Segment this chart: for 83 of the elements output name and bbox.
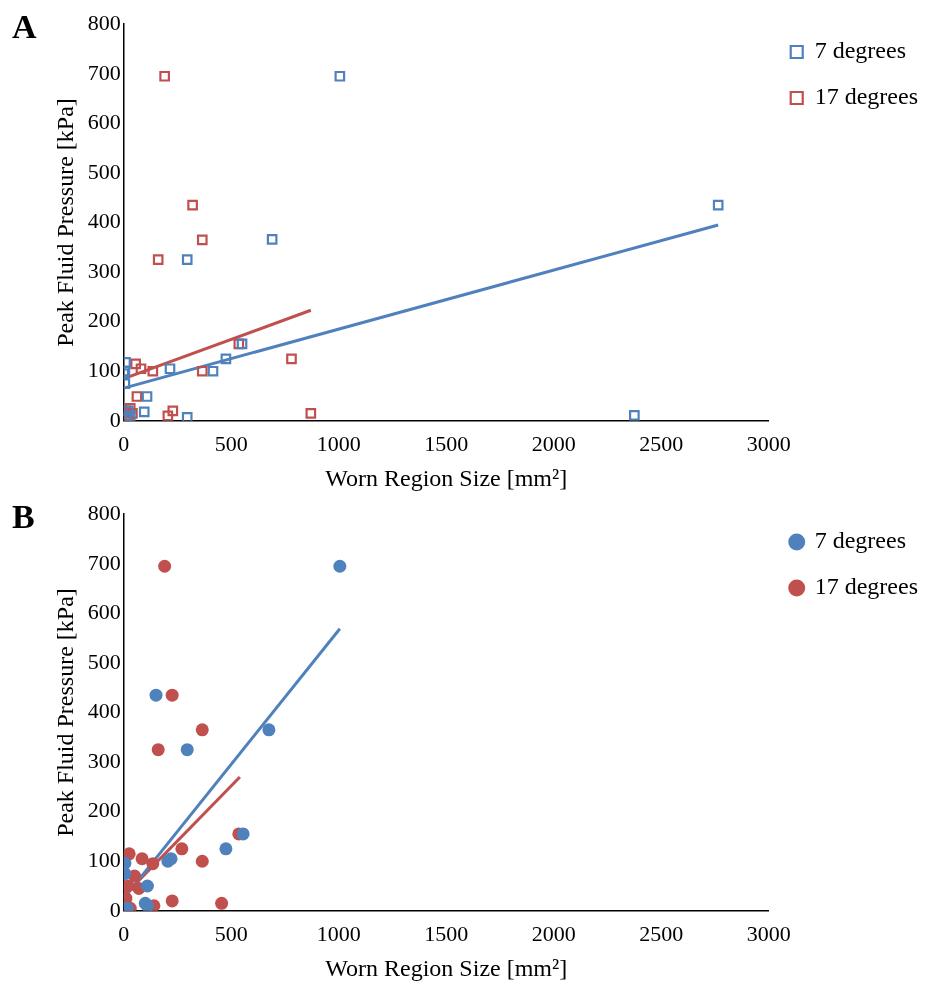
- point: [215, 896, 229, 910]
- point: [219, 842, 233, 856]
- y-tick-label: 300: [87, 747, 121, 773]
- chart-title: A: [12, 7, 37, 45]
- point: [138, 406, 150, 418]
- point: [135, 363, 147, 375]
- legend-label: 7 degrees: [814, 37, 907, 64]
- point: [165, 688, 179, 702]
- x-tick-label: 1500: [424, 920, 469, 946]
- point: [140, 879, 154, 893]
- y-tick-label: 200: [87, 797, 121, 823]
- point: [165, 894, 179, 908]
- point: [180, 743, 194, 757]
- point: [196, 365, 208, 377]
- y-tick-label: 300: [87, 257, 121, 283]
- y-tick-label: 800: [87, 499, 121, 525]
- point: [135, 852, 149, 866]
- point: [158, 559, 172, 573]
- point: [333, 559, 347, 573]
- x-tick-label: 2000: [531, 920, 576, 946]
- point: [181, 411, 193, 421]
- point: [141, 391, 153, 402]
- point: [266, 234, 278, 245]
- x-tick-label: 1000: [316, 430, 361, 456]
- point: [195, 854, 209, 868]
- point: [167, 405, 179, 417]
- point: [146, 857, 160, 871]
- point: [162, 410, 174, 421]
- y-tick-label: 600: [87, 109, 121, 135]
- point: [195, 723, 209, 737]
- y-tick-label: 200: [87, 307, 121, 333]
- point: [187, 199, 198, 211]
- point: [712, 199, 724, 211]
- x-tick-label: 1000: [316, 920, 361, 946]
- x-tick-label: 2000: [531, 430, 576, 456]
- x-axis-title: Worn Region Size [mm²]: [325, 464, 568, 491]
- x-tick-label: 3000: [746, 430, 791, 456]
- point: [334, 70, 346, 82]
- point: [305, 408, 317, 419]
- y-tick-label: 0: [109, 896, 121, 922]
- y-tick-label: 400: [87, 698, 121, 724]
- legend-label: 7 degrees: [814, 527, 907, 554]
- chart-title: B: [12, 497, 35, 535]
- y-tick-label: 400: [87, 208, 121, 234]
- x-tick-label: 1500: [424, 430, 469, 456]
- point: [207, 365, 219, 377]
- point: [236, 827, 250, 841]
- point: [147, 365, 159, 377]
- y-tick-label: 100: [87, 357, 121, 383]
- point: [629, 410, 640, 421]
- legend-label: 17 degrees: [814, 573, 919, 600]
- x-tick-label: 2500: [639, 920, 684, 946]
- point: [123, 847, 136, 861]
- point: [262, 723, 276, 737]
- y-tick-label: 500: [87, 158, 121, 184]
- x-tick-label: 500: [214, 430, 248, 456]
- y-tick-label: 0: [109, 406, 121, 432]
- point: [131, 391, 143, 402]
- legend-label: 17 degrees: [814, 83, 919, 110]
- y-tick-label: 100: [87, 847, 121, 873]
- point: [181, 254, 193, 266]
- point: [152, 254, 164, 266]
- point: [175, 842, 189, 856]
- y-tick-label: 700: [87, 549, 121, 575]
- point: [151, 743, 165, 757]
- y-tick-label: 600: [87, 599, 121, 625]
- point: [220, 353, 232, 365]
- y-tick-label: 700: [87, 59, 121, 85]
- x-axis-title: Worn Region Size [mm²]: [325, 954, 568, 981]
- point: [149, 688, 163, 702]
- x-tick-label: 2500: [639, 430, 684, 456]
- point: [196, 234, 208, 246]
- point: [159, 70, 170, 82]
- point: [286, 353, 297, 365]
- point: [130, 358, 141, 370]
- point: [164, 363, 176, 375]
- x-tick-label: 500: [214, 920, 248, 946]
- y-axis-title: Peak Fluid Pressure [kPa]: [51, 588, 78, 837]
- x-tick-label: 3000: [746, 920, 791, 946]
- y-tick-label: 500: [87, 648, 121, 674]
- y-tick-label: 800: [87, 9, 121, 35]
- point: [123, 879, 135, 893]
- y-axis-title: Peak Fluid Pressure [kPa]: [51, 98, 78, 347]
